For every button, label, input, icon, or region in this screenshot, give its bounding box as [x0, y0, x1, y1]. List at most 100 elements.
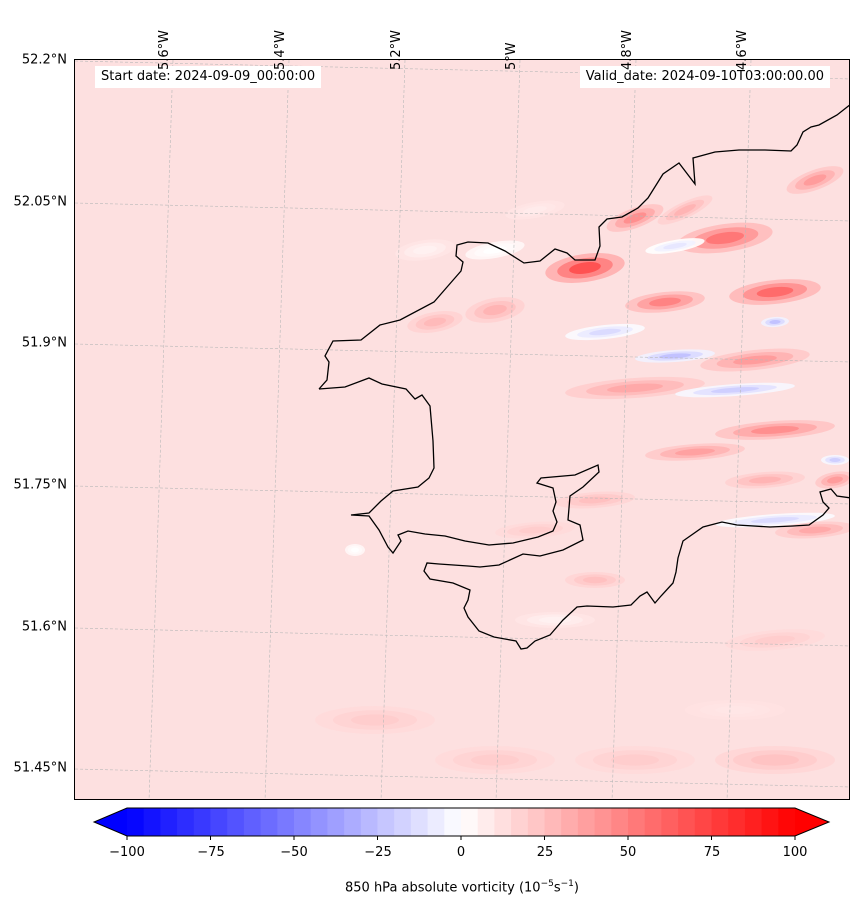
vorticity-contour-cell: [505, 200, 565, 220]
colorbar-segment: [494, 808, 512, 836]
vorticity-contour-cell: [815, 471, 849, 489]
colorbar-segment: [744, 808, 763, 836]
vorticity-contour-cell: [786, 166, 844, 194]
vorticity-contour-cell: [657, 195, 713, 225]
valid-date-label: Valid_date: 2024-09-10T03:00:00.00: [579, 66, 830, 88]
colorbar-segment: [461, 808, 479, 836]
colorbar-segment: [711, 808, 729, 836]
colorbar-segment: [294, 808, 312, 836]
vorticity-contour-cell: [395, 239, 455, 261]
colorbar-segment: [127, 808, 145, 836]
vorticity-contour-cell: [435, 746, 555, 774]
lat-label-52-2: 52.2°N: [21, 52, 67, 68]
colorbar-segment: [160, 808, 178, 836]
colorbar-segment: [327, 808, 345, 836]
vorticity-contour-cell: [715, 420, 835, 440]
vorticity-contour-cell: [725, 471, 805, 489]
colorbar-segment: [678, 808, 696, 836]
colorbar-segment: [728, 808, 746, 836]
vorticity-contour-cell: [821, 455, 849, 465]
colorbar-segment: [611, 808, 629, 836]
lon-label-4-8w: 4.8°W: [620, 29, 635, 70]
meridian-line: [264, 60, 290, 799]
colorbar-segment: [594, 808, 612, 836]
vorticity-contour-cell: [565, 572, 625, 588]
colorbar-tick-100: 100: [782, 845, 808, 860]
vorticity-contour-cell: [729, 279, 821, 305]
lat-label-51-9: 51.9°N: [21, 335, 67, 351]
vorticity-contour-cell: [555, 491, 635, 509]
vorticity-contour-cell: [575, 746, 695, 774]
vorticity-contour-cell: [545, 253, 625, 283]
colorbar-segment: [344, 808, 362, 836]
lon-label-4-6w: 4.6°W: [735, 29, 750, 70]
vorticity-contour-cell: [675, 382, 795, 398]
vorticity-contour-cell: [465, 240, 525, 260]
colorbar-segment: [577, 808, 596, 836]
colorbar-segment: [260, 808, 278, 836]
colorbar-tick-neg50: −50: [280, 845, 308, 860]
vorticity-contour-cell: [315, 706, 435, 734]
colorbar-segment: [628, 808, 646, 836]
vorticity-field-map: [75, 60, 849, 799]
parallel-line: [75, 768, 849, 788]
colorbar-segment: [561, 808, 579, 836]
vorticity-contour-cell: [625, 291, 705, 313]
coastline-st-brides-bay: [318, 377, 849, 650]
parallel-line: [75, 485, 849, 505]
lon-label-5w: 5°W: [504, 42, 519, 70]
start-date-label: Start date: 2024-09-09_00:00:00: [95, 66, 322, 88]
vorticity-contour-cell: [565, 323, 645, 341]
colorbar-segment: [210, 808, 228, 836]
colorbar-segment: [778, 808, 796, 836]
vorticity-contour-cell: [606, 204, 664, 232]
colorbar-segment: [544, 808, 562, 836]
colorbar-tick-25: 25: [536, 845, 554, 860]
lat-label-51-75: 51.75°N: [13, 477, 67, 493]
map-panel: [74, 59, 850, 800]
vorticity-contour-cell: [565, 376, 705, 400]
colorbar-segment: [243, 808, 262, 836]
meridian-line: [148, 60, 174, 799]
parallel-line: [75, 627, 849, 647]
vorticity-contour-cell: [645, 443, 745, 461]
vorticity-contour-cell: [635, 349, 715, 363]
parallel-line: [75, 343, 849, 363]
colorbar-tick-neg100: −100: [109, 845, 145, 860]
colorbar-segment: [360, 808, 379, 836]
vorticity-contour-cell: [715, 512, 835, 528]
colorbar-tick-75: 75: [703, 845, 721, 860]
vorticity-contour-cell: [465, 297, 525, 323]
vorticity-contour-cell: [715, 746, 835, 774]
colorbar-segment: [310, 808, 328, 836]
lat-label-52-05: 52.05°N: [13, 194, 67, 210]
colorbar-segment: [527, 808, 546, 836]
colorbar-segment: [177, 808, 195, 836]
vorticity-contours: [315, 166, 849, 774]
colorbar-extend-high: [795, 808, 829, 836]
colorbar-segment: [377, 808, 395, 836]
colorbar-outline: [92, 807, 831, 837]
colorbar-segment: [644, 808, 662, 836]
colorbar-extend-low: [94, 808, 127, 836]
vorticity-contour-cell: [645, 238, 705, 254]
colorbar-segments: [94, 808, 829, 836]
colorbar-segment: [427, 808, 445, 836]
vorticity-contour-cell: [345, 544, 365, 556]
colorbar-tick-0: 0: [456, 845, 466, 860]
colorbar-segment: [477, 808, 495, 836]
vorticity-contour-cell: [677, 222, 773, 254]
colorbar-segment: [394, 808, 412, 836]
colorbar-label: 850 hPa absolute vorticity (10−5s−1): [345, 879, 579, 896]
colorbar-tick-neg25: −25: [364, 845, 392, 860]
vorticity-contour-cell: [761, 316, 789, 328]
colorbar-segment: [694, 808, 713, 836]
parallel-line: [75, 202, 849, 222]
colorbar-segment: [227, 808, 245, 836]
colorbar-segment: [511, 808, 529, 836]
colorbar-segment: [143, 808, 161, 836]
vorticity-contour-cell: [685, 700, 785, 720]
vorticity-contour-cell: [515, 612, 595, 628]
colorbar-segment: [193, 808, 212, 836]
lon-label-5-4w: 5.4°W: [273, 29, 288, 70]
